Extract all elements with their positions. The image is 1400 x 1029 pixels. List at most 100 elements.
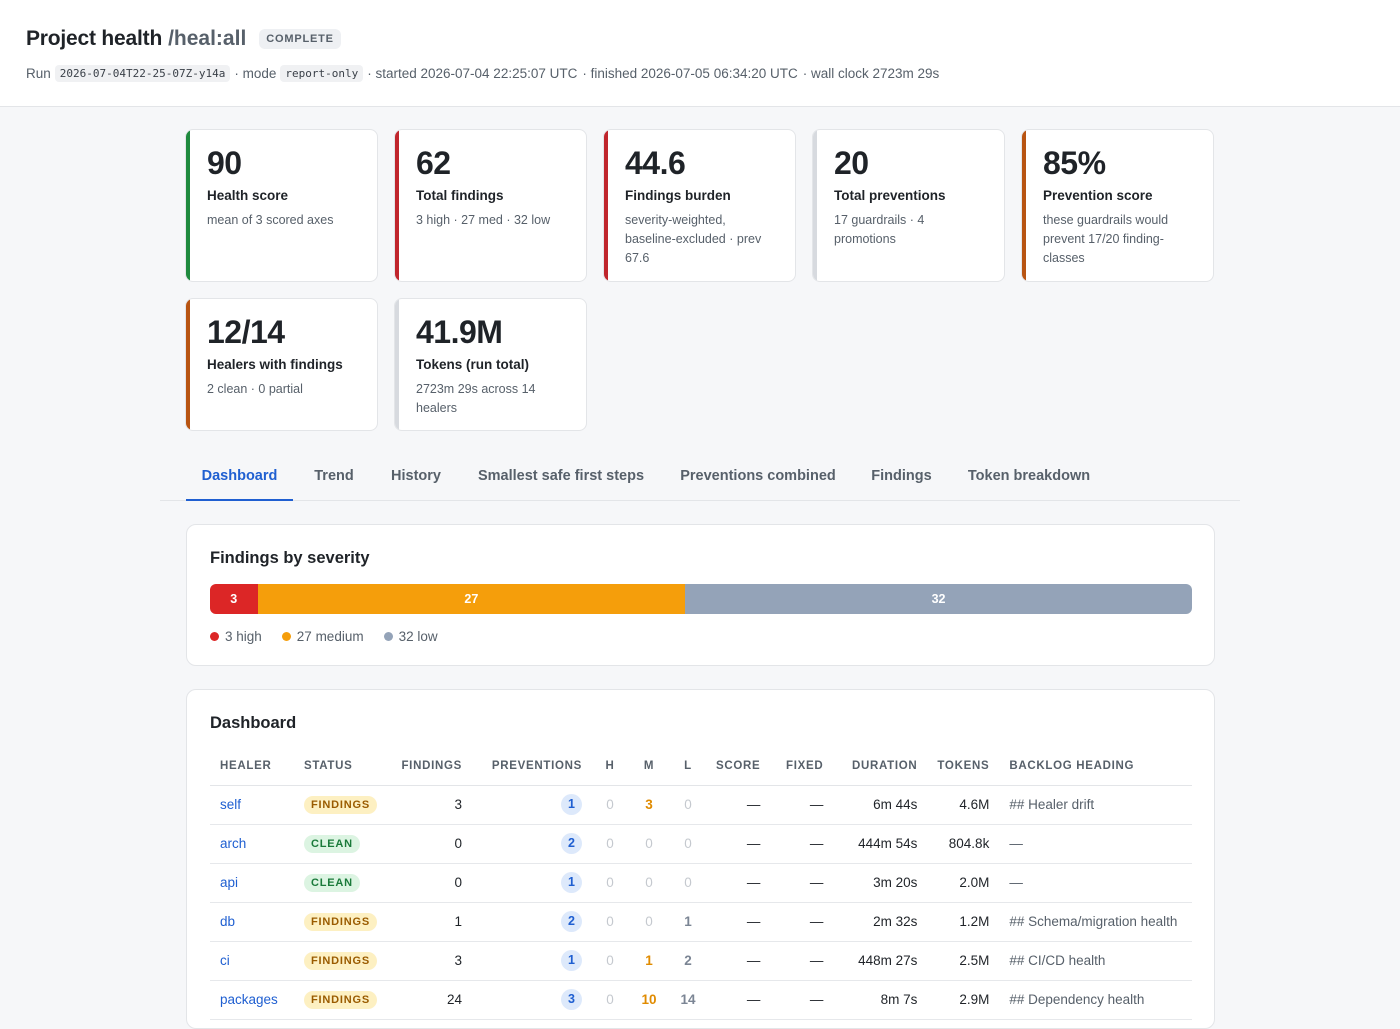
preventions-count-cell: 1: [472, 785, 592, 825]
tokens-value-cell: 4.6M: [927, 785, 1000, 825]
duration-value: 3m 20s: [873, 875, 918, 890]
healer-link[interactable]: self: [220, 797, 242, 812]
card-label: Prevention score: [1043, 188, 1153, 203]
card-total-findings: 62 Total findings 3 high · 27 med · 32 l…: [394, 129, 587, 282]
healer-link-cell: db: [210, 902, 294, 942]
status-pill-cell: FINDINGS: [294, 785, 390, 825]
preventions-count-cell: 1: [472, 941, 592, 981]
card-subtext: 2 clean · 0 partial: [207, 382, 303, 396]
column-header[interactable]: M: [628, 748, 670, 786]
card-label: Total findings: [416, 188, 504, 203]
table-row[interactable]: self FINDINGS 3 1 0 3 0 — — 6m 44s 4.6M ## Healer d…: [210, 785, 1192, 825]
backlog-heading: —: [1009, 836, 1023, 851]
low-count-cell: 0: [670, 824, 706, 864]
high-count: 0: [606, 914, 614, 929]
findings-count: 3: [454, 797, 462, 812]
duration-value: 6m 44s: [873, 797, 918, 812]
findings-count-cell: 1: [390, 902, 472, 942]
card-value: 62: [416, 145, 451, 181]
low-count: 0: [684, 875, 692, 890]
status-pill-cell: CLEAN: [294, 863, 390, 903]
backlog-heading: ## CI/CD health: [1009, 953, 1106, 968]
preventions-count: 1: [561, 950, 582, 971]
run-mode: report-only: [280, 65, 364, 82]
tab-dashboard[interactable]: Dashboard: [186, 452, 293, 501]
score-value-cell: —: [706, 863, 771, 903]
tokens-value: 2.5M: [959, 953, 990, 968]
card-subtext: 3 high · 27 med · 32 low: [416, 213, 551, 227]
column-header[interactable]: L: [670, 748, 706, 786]
table-row[interactable]: arch CLEAN 0 2 0 0 0 — — 444m 54s 804.8k —: [210, 824, 1192, 864]
card-total-preventions: 20 Total preventions 17 guardrails · 4 p…: [812, 129, 1005, 282]
healer-link[interactable]: api: [220, 875, 239, 890]
column-header[interactable]: Fixed: [770, 748, 834, 786]
findings-count: 0: [454, 836, 462, 851]
card-findings-burden: 44.6 Findings burden severity-weighted, …: [603, 129, 796, 282]
fixed-value: —: [809, 914, 824, 929]
backlog-heading: ## Healer drift: [1009, 797, 1095, 812]
tab-bar: Dashboard Trend History Smallest safe fi…: [160, 452, 1240, 501]
findings-count-cell: 3: [390, 785, 472, 825]
tab-preventions-combined[interactable]: Preventions combined: [680, 468, 836, 484]
score-value: —: [746, 914, 761, 929]
tab-token-breakdown[interactable]: Token breakdown: [967, 468, 1091, 484]
preventions-count-cell: 2: [472, 902, 592, 942]
column-header[interactable]: Score: [706, 748, 771, 786]
medium-count: 0: [645, 836, 653, 851]
run-prefix: Run: [26, 66, 51, 81]
card-value: 20: [834, 145, 869, 181]
card-label: Findings burden: [625, 188, 731, 203]
duration-value-cell: 6m 44s: [833, 785, 928, 825]
healer-link[interactable]: arch: [220, 836, 247, 851]
legend-item-high: 3 high: [210, 629, 262, 644]
findings-count: 0: [454, 875, 462, 890]
healer-link[interactable]: ci: [220, 953, 230, 968]
table-row[interactable]: ci FINDINGS 3 1 0 1 2 — — 448m 27s 2.5M ## CI/CD he…: [210, 941, 1192, 981]
legend-label: 32 low: [398, 629, 438, 644]
healer-link-cell: api: [210, 863, 294, 903]
tokens-value: 804.8k: [948, 836, 990, 851]
backlog-heading-cell: ## CI/CD health: [999, 941, 1192, 981]
tab-smallest-safe-first-steps[interactable]: Smallest safe first steps: [477, 468, 645, 484]
low-count: 2: [684, 953, 692, 968]
score-value: —: [746, 953, 761, 968]
status-pill: FINDINGS: [304, 795, 377, 814]
column-header[interactable]: Status: [294, 748, 390, 786]
high-count-cell: 0: [592, 863, 628, 903]
wall-clock: · wall clock 2723m 29s: [802, 66, 940, 81]
status-pill-cell: FINDINGS: [294, 902, 390, 942]
fixed-value-cell: —: [770, 902, 834, 942]
score-value-cell: —: [706, 785, 771, 825]
duration-value: 448m 27s: [858, 953, 918, 968]
column-header[interactable]: Backlog heading: [999, 748, 1192, 786]
column-header[interactable]: Duration: [833, 748, 928, 786]
high-count-cell: 0: [592, 902, 628, 942]
tab-findings[interactable]: Findings: [871, 468, 932, 484]
column-header[interactable]: Findings: [390, 748, 472, 786]
tab-history[interactable]: History: [391, 468, 441, 484]
healer-link-cell: ci: [210, 941, 294, 981]
low-count: 0: [684, 797, 692, 812]
fixed-value-cell: —: [770, 941, 834, 981]
high-count: 0: [606, 953, 614, 968]
medium-count-cell: 0: [628, 824, 670, 864]
column-header[interactable]: Tokens: [927, 748, 1000, 786]
fixed-value-cell: —: [770, 824, 834, 864]
status-pill-cell: CLEAN: [294, 824, 390, 864]
low-dot-icon: [383, 632, 393, 641]
fixed-value: —: [809, 875, 824, 890]
command-name: /heal:all: [168, 27, 247, 50]
high-count-cell: 0: [592, 941, 628, 981]
card-value: 90: [207, 145, 242, 181]
healer-link[interactable]: db: [220, 914, 236, 929]
table-row[interactable]: db FINDINGS 1 2 0 0 1 — — 2m 32s 1.2M ## Schema/mig…: [210, 902, 1192, 942]
column-header[interactable]: Preventions: [472, 748, 592, 786]
column-header[interactable]: H: [592, 748, 628, 786]
card-tokens-total: 41.9M Tokens (run total) 2723m 29s acros…: [394, 298, 587, 431]
status-pill: FINDINGS: [304, 951, 377, 970]
fixed-value: —: [809, 836, 824, 851]
low-count: 1: [684, 914, 692, 929]
table-row[interactable]: api CLEAN 0 1 0 0 0 — — 3m 20s 2.0M —: [210, 863, 1192, 903]
column-header[interactable]: Healer: [210, 748, 294, 786]
tab-trend[interactable]: Trend: [314, 468, 354, 484]
